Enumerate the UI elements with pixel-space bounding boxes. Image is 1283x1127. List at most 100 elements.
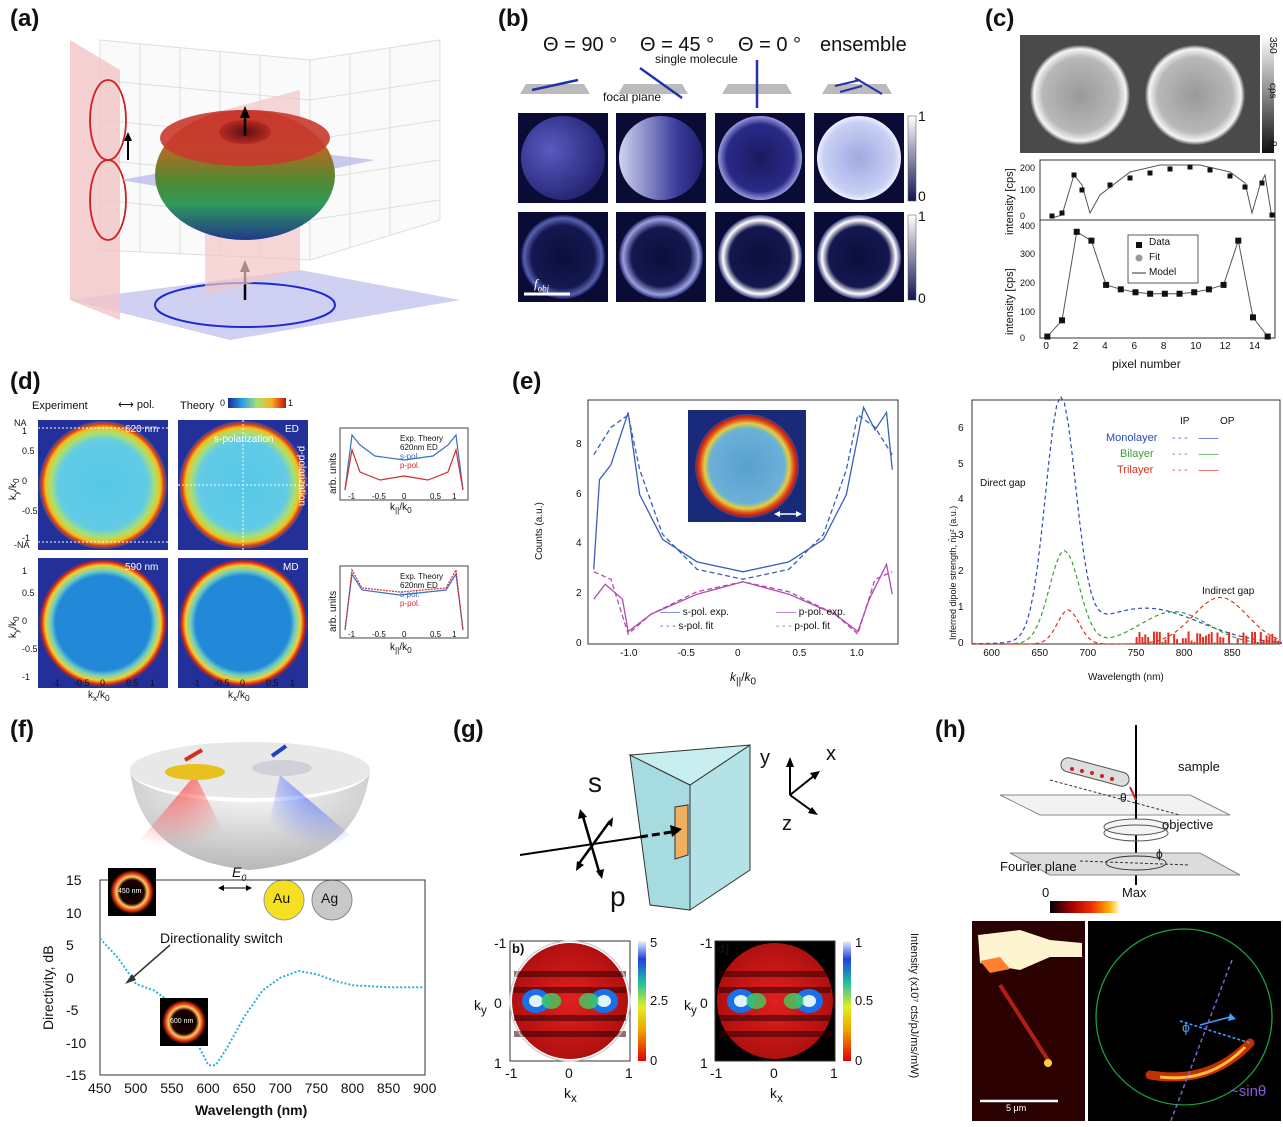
e-bi-lines: - - - ——: [1172, 449, 1219, 460]
g-cbar-1: [638, 941, 646, 1061]
e-noise-bar: [1170, 643, 1172, 644]
e-noise-bar: [1147, 637, 1149, 644]
e-right-xlabel: Wavelength (nm): [1088, 672, 1164, 683]
e-noise-bar: [1182, 638, 1184, 644]
h-colorbar: [1050, 901, 1120, 913]
c-cbar-unit: cps: [1267, 83, 1278, 99]
h-phi-image: ϕ: [1182, 1019, 1190, 1035]
c-bot-ytick: 0: [1020, 333, 1025, 343]
g-xtick: 1: [830, 1065, 838, 1081]
e-xtick: -0.5: [678, 648, 695, 659]
f-xtick: 850: [377, 1080, 400, 1096]
g-cb2-min: 0: [855, 1053, 862, 1068]
e-noise-bar: [1271, 634, 1273, 644]
d-md-label: MD: [283, 562, 299, 573]
c-data-point: [1147, 291, 1153, 297]
c-cbar-top: 350: [1267, 37, 1278, 54]
c-bot-ytick: 200: [1020, 278, 1035, 288]
g-stripe: [719, 971, 831, 977]
cb-top-max: 1: [918, 108, 926, 124]
e-right-ytick: 1: [958, 602, 964, 613]
d-legend-1: Exp. Theory 620nm ED s-pol. p-pol.: [400, 434, 443, 470]
panel-e-graphics: [520, 390, 1283, 710]
g-ytick: 0: [494, 995, 502, 1011]
c-top-data-point: [1148, 171, 1153, 176]
h-objective-label: objective: [1162, 817, 1213, 832]
d-ytick2: 0.5: [22, 588, 35, 598]
e-noise-bar: [1214, 643, 1216, 644]
d-line-xtick: 1: [452, 492, 456, 501]
h-fourier-label: Fourier plane: [1000, 859, 1077, 874]
c-cbar-min: 0: [1267, 141, 1278, 147]
panel-h-graphics: [960, 725, 1283, 1125]
cb-top-min: 0: [918, 188, 926, 204]
d-line-xtick: -0.5: [372, 492, 386, 501]
d-ylabel-1: ky/k0: [8, 478, 21, 500]
d-xtick: 0: [240, 678, 245, 688]
g-hotspot-core: [734, 995, 748, 1007]
e-right-ytick: 2: [958, 566, 964, 577]
c-top-ytick: 0: [1020, 211, 1025, 221]
g-ytick: -1: [494, 935, 506, 951]
f-xtick: 600: [196, 1080, 219, 1096]
d-experiment-label: Experiment: [32, 400, 88, 412]
f-au-label: Au: [273, 890, 290, 906]
e-noise-bar: [1268, 636, 1270, 644]
e-noise-bar: [1225, 643, 1227, 644]
d-theory-label: Theory: [180, 400, 214, 412]
panel-b-graphics: [510, 28, 920, 328]
e-noise-bar: [1156, 632, 1158, 644]
g-cb2-max: 1: [855, 935, 862, 950]
h-phi: ϕ: [1156, 847, 1163, 861]
g-cb1-mid: 2.5: [650, 993, 668, 1008]
f-ag-disk: [252, 760, 312, 776]
panel-b: Θ = 90 ° Θ = 45 ° Θ = 0 ° ensemble singl…: [510, 28, 920, 328]
d-kpar-2: k||/k0: [390, 642, 412, 655]
c-legend-model: Model: [1149, 267, 1176, 278]
f-xtick: 500: [124, 1080, 147, 1096]
d-pol-label: ⟷ pol.: [118, 398, 155, 411]
e-right-ytick: 5: [958, 459, 964, 470]
c-top-ytick: 200: [1020, 163, 1035, 173]
g-cb1-max: 5: [650, 935, 657, 950]
f-ytick: 5: [66, 937, 74, 953]
e-ip: IP: [1180, 416, 1189, 427]
f-ytick: 10: [66, 905, 82, 921]
e-noise-bar: [1179, 643, 1181, 644]
g-xtick: -1: [710, 1065, 722, 1081]
d-line-xtick: 0.5: [430, 492, 441, 501]
g-xtick: 0: [770, 1065, 778, 1081]
e-mono-lines: - - - ——: [1172, 433, 1219, 444]
d-ytick: 1: [22, 426, 27, 436]
c-top-data-point: [1050, 214, 1055, 219]
e-noise-bar: [1216, 633, 1218, 644]
d-ytick2: 1: [22, 566, 27, 576]
e-noise-bar: [1190, 641, 1192, 644]
c-data-point: [1132, 289, 1138, 295]
g-cb-label: Intensity (x10⁷ cts/pJ/ms/mW): [908, 933, 920, 1078]
g-b-label: b): [512, 941, 524, 956]
e-noise-bar: [1196, 633, 1198, 644]
d-arb-units-1: arb. units: [328, 453, 339, 494]
e-ylabel: Counts (a.u.): [534, 502, 545, 560]
g-stripe: [514, 1031, 626, 1037]
c-ylabel-top: intensity [cps]: [1004, 168, 1016, 235]
d-ytick2: -1: [22, 672, 30, 682]
e-op: OP: [1220, 416, 1234, 427]
f-xtick: 800: [341, 1080, 364, 1096]
e-ytick: 6: [576, 489, 582, 500]
c-data-point: [1088, 238, 1094, 244]
cb-bot-min: 0: [918, 290, 926, 306]
e-noise-bar: [1167, 633, 1169, 644]
f-ytick: -15: [66, 1067, 86, 1083]
f-ag-label: Ag: [321, 890, 338, 906]
panel-label-a: (a): [10, 5, 39, 33]
e-noise-bar: [1188, 631, 1190, 644]
e-right-xtick: 700: [1080, 648, 1097, 659]
g-kx-2: kx: [770, 1085, 783, 1105]
e-noise-bar: [1136, 637, 1138, 644]
g-p-label: p: [610, 881, 626, 913]
c-data-point: [1206, 286, 1212, 292]
c-data-point: [1221, 282, 1227, 288]
e-right-ytick: 4: [958, 494, 964, 505]
